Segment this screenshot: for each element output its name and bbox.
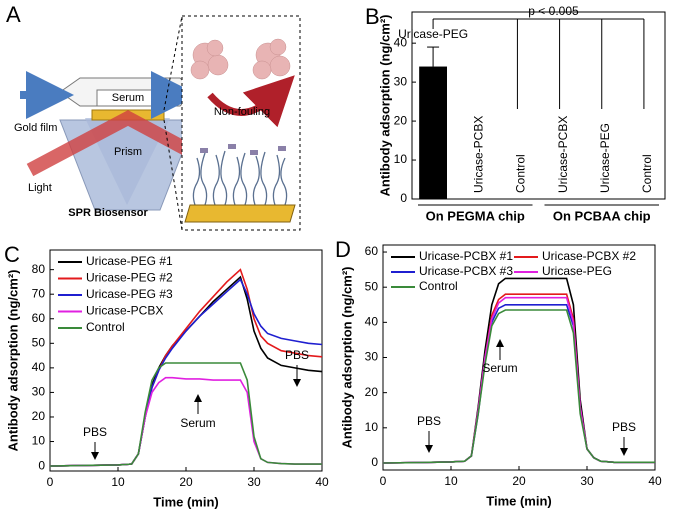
y-tick-label: 60 xyxy=(365,244,379,258)
y-tick-label: 30 xyxy=(394,74,408,88)
y-tick-label: 50 xyxy=(32,335,46,349)
category-label: Uricase-PEG xyxy=(398,27,468,41)
y-tick-label: 20 xyxy=(394,113,408,127)
prism-face xyxy=(85,118,170,205)
category-label: Uricase-PEG xyxy=(598,123,612,193)
y-tick-label: 60 xyxy=(32,311,46,325)
data-line xyxy=(382,296,655,464)
annotation: PBS xyxy=(417,414,441,428)
antibodies xyxy=(200,144,286,155)
y-tick-label: 50 xyxy=(365,279,379,293)
zoom-line xyxy=(163,15,183,111)
y-tick-label: 20 xyxy=(32,409,46,423)
legend-label: Uricase-PEG #2 xyxy=(86,271,173,285)
panel-label: A xyxy=(6,2,21,27)
diagram: A Gold film Serum Prism Light SPR Biosen… xyxy=(6,2,301,231)
y-tick-label: 40 xyxy=(394,35,408,49)
label: Prism xyxy=(114,146,142,158)
category-label: Control xyxy=(514,154,528,193)
legend-label: Uricase-PEG #3 xyxy=(86,287,173,301)
y-tick-label: 0 xyxy=(400,191,407,205)
panel-label: B xyxy=(365,4,380,29)
legend-label: Uricase-PCBX #1 xyxy=(419,249,513,263)
y-axis-label: Antibody adsorption (ng/cm²) xyxy=(377,15,392,197)
category-label: Control xyxy=(640,154,654,193)
data-line xyxy=(382,309,655,464)
bar xyxy=(419,66,447,200)
x-tick-label: 30 xyxy=(580,474,594,488)
y-tick-label: 40 xyxy=(365,315,379,329)
legend-label: Control xyxy=(86,320,125,334)
plot-frame xyxy=(411,11,666,200)
y-tick-label: 10 xyxy=(394,152,408,166)
gold-base xyxy=(184,204,296,223)
data-line xyxy=(382,293,655,464)
y-tick-label: 0 xyxy=(38,458,45,472)
zoom-line xyxy=(163,119,183,231)
caption: SPR Biosensor xyxy=(68,207,148,219)
annotation: Serum xyxy=(482,361,517,375)
label: Light xyxy=(28,182,52,194)
y-tick-label: 30 xyxy=(365,350,379,364)
x-tick-label: 10 xyxy=(111,475,125,489)
proteins xyxy=(190,38,291,80)
x-tick-label: 30 xyxy=(247,475,261,489)
category-label: Uricase-PCBX xyxy=(556,116,570,193)
legend-label: Uricase-PCBX #2 xyxy=(542,249,636,263)
panel-label: C xyxy=(4,242,20,267)
group-label: On PCBAA chip xyxy=(553,208,651,223)
y-tick-label: 10 xyxy=(32,434,46,448)
legend-label: Uricase-PCBX #3 xyxy=(419,264,513,278)
x-axis-label: Time (min) xyxy=(486,493,552,508)
category-label: Uricase-PCBX xyxy=(471,116,485,193)
y-tick-label: 20 xyxy=(365,385,379,399)
y-tick-label: 10 xyxy=(365,420,379,434)
y-tick-label: 40 xyxy=(32,360,46,374)
repel-arrow xyxy=(207,75,295,128)
label: Serum xyxy=(112,92,144,104)
x-tick-label: 20 xyxy=(512,474,526,488)
panel-label: D xyxy=(335,237,351,262)
y-tick-label: 80 xyxy=(32,262,46,276)
x-tick-label: 40 xyxy=(648,474,662,488)
legend-label: Uricase-PEG xyxy=(542,264,612,278)
x-tick-label: 40 xyxy=(315,475,329,489)
x-tick-label: 10 xyxy=(444,474,458,488)
annotation: PBS xyxy=(83,425,107,439)
y-axis-label: Antibody adsorption (ng/cm²) xyxy=(5,270,20,452)
legend-label: Uricase-PCBX xyxy=(86,304,163,318)
y-tick-label: 70 xyxy=(32,286,46,300)
label: Non-fouling xyxy=(214,106,270,118)
y-tick-label: 0 xyxy=(371,455,378,469)
annotation: PBS xyxy=(612,420,636,434)
legend-label: Control xyxy=(419,279,458,293)
x-tick-label: 0 xyxy=(47,475,54,489)
label: Gold film xyxy=(14,122,57,134)
data-line xyxy=(382,277,655,464)
data-line xyxy=(382,304,655,464)
data-line xyxy=(49,362,322,467)
brushes xyxy=(192,150,288,206)
annotation: Serum xyxy=(180,416,215,430)
x-tick-label: 20 xyxy=(179,475,193,489)
y-axis-label: Antibody adsorption (ng/cm²) xyxy=(339,267,354,449)
annotation: p < 0.005 xyxy=(528,4,579,18)
y-tick-label: 30 xyxy=(32,385,46,399)
x-axis-label: Time (min) xyxy=(153,494,219,509)
x-tick-label: 0 xyxy=(380,474,387,488)
legend-label: Uricase-PEG #1 xyxy=(86,254,173,268)
annotation: PBS xyxy=(285,348,309,362)
group-label: On PEGMA chip xyxy=(426,208,525,223)
